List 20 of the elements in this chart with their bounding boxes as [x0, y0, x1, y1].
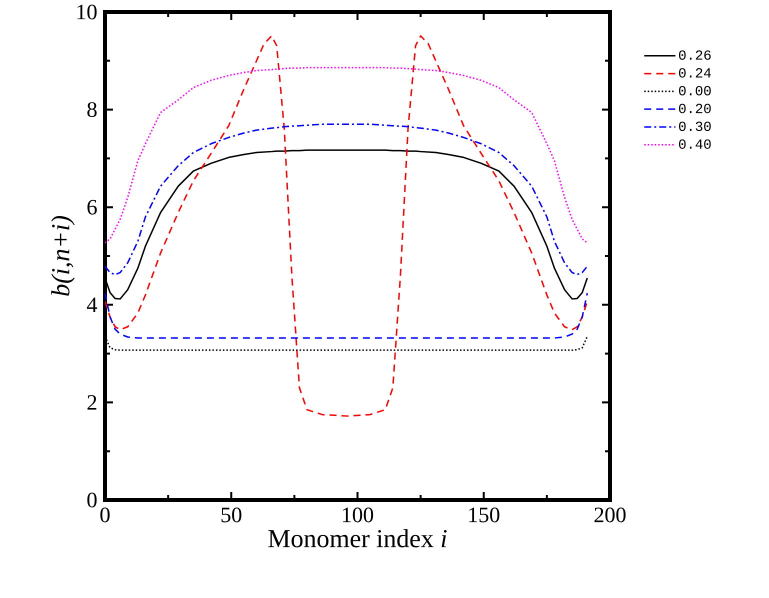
y-tick-label: 2: [87, 395, 96, 410]
line-series: [105, 35, 588, 417]
legend-label: 0.24: [679, 68, 711, 78]
legend-label: 0.20: [679, 104, 711, 114]
y-tick-label: 8: [87, 102, 97, 117]
x-tick-label: 50: [222, 508, 242, 522]
y-tick-label: 4: [86, 298, 98, 312]
legend-label: 0.26: [679, 50, 711, 60]
y-tick-label: 0: [87, 492, 97, 508]
y-tick-label: 6: [87, 200, 97, 215]
legend-label: 0.30: [679, 122, 711, 132]
x-tick-label: 100: [342, 508, 374, 522]
x-tick-label: 0: [100, 508, 110, 522]
y-tick-label: 10: [77, 4, 97, 20]
x-tick-label: 150: [469, 508, 500, 522]
legend-label: 0.00: [679, 86, 711, 96]
x-tick-label: 200: [594, 508, 626, 522]
legend-label: 0.40: [679, 139, 711, 149]
y-axis-title: b(i,n+i): [51, 216, 75, 296]
x-axis-title: Monomer index i: [268, 529, 447, 548]
